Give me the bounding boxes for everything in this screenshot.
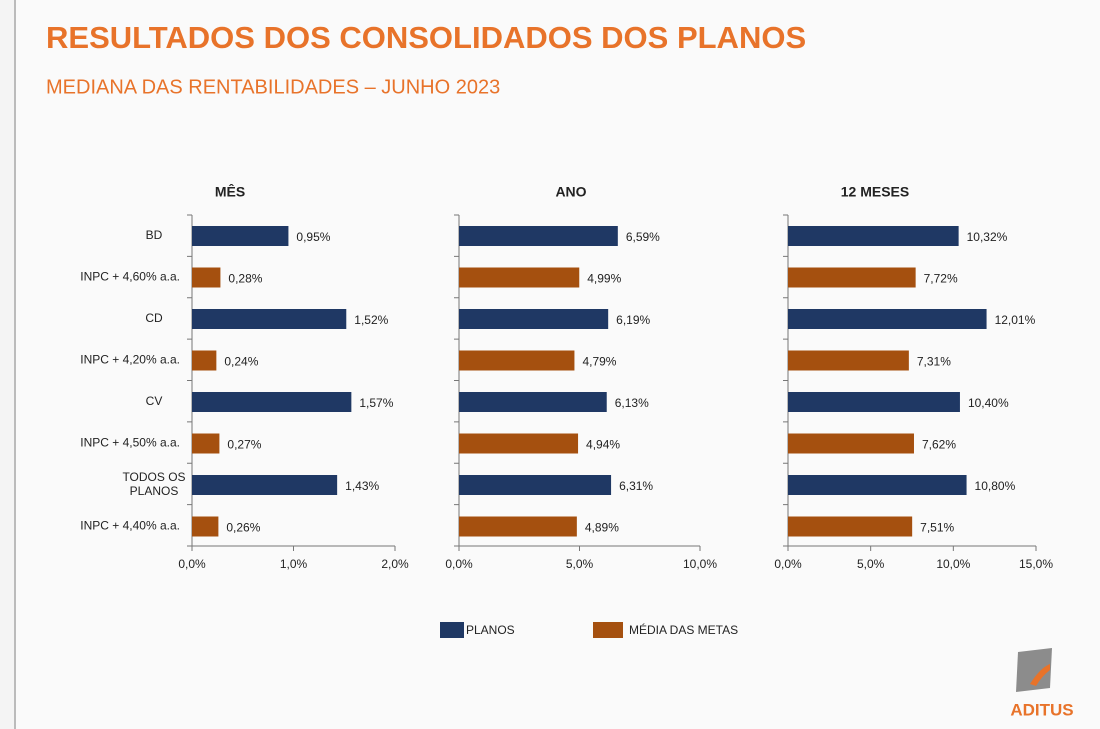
y-tick-label: INPC + 4,60% a.a. — [80, 270, 180, 284]
data-label: 4,89% — [585, 521, 619, 535]
x-tick-label: 10,0% — [936, 557, 970, 571]
data-label: 6,59% — [626, 230, 660, 244]
bar — [192, 433, 220, 454]
bar — [459, 392, 607, 412]
bar — [459, 516, 577, 537]
data-label: 0,26% — [226, 521, 260, 535]
bar — [788, 267, 916, 288]
bar — [788, 350, 909, 371]
bar — [459, 267, 580, 288]
data-label: 0,27% — [227, 438, 261, 452]
data-label: 1,43% — [345, 479, 379, 493]
y-tick-label: INPC + 4,50% a.a. — [80, 436, 180, 450]
legend-label: MÉDIA DAS METAS — [629, 622, 738, 637]
data-label: 12,01% — [995, 313, 1036, 327]
bar — [192, 392, 352, 412]
y-tick-label: BD — [146, 228, 163, 242]
data-label: 4,94% — [586, 438, 620, 452]
panel-title: 12 MESES — [841, 184, 909, 200]
bar — [192, 516, 219, 537]
logo-text: ADITUS — [1010, 700, 1073, 719]
data-label: 1,52% — [354, 313, 388, 327]
logo-swoosh — [1030, 664, 1050, 686]
x-tick-label: 5,0% — [857, 557, 885, 571]
legend-label: PLANOS — [466, 623, 515, 637]
page-title: RESULTADOS DOS CONSOLIDADOS DOS PLANOS — [46, 20, 806, 55]
x-tick-label: 0,0% — [445, 557, 473, 571]
bar — [192, 475, 338, 495]
x-tick-label: 1,0% — [280, 557, 308, 571]
x-tick-label: 10,0% — [683, 557, 717, 571]
data-label: 6,31% — [619, 479, 653, 493]
panel-title: ANO — [555, 184, 586, 200]
bar — [192, 267, 221, 288]
bar — [788, 433, 914, 454]
bar — [788, 392, 960, 412]
bar — [788, 309, 987, 329]
data-label: 6,19% — [616, 313, 650, 327]
data-label: 4,79% — [582, 355, 616, 369]
legend-swatch — [593, 622, 623, 638]
bar — [788, 475, 967, 495]
bar — [788, 516, 913, 537]
page-subtitle: MEDIANA DAS RENTABILIDADES – JUNHO 2023 — [46, 76, 500, 98]
data-label: 7,51% — [920, 521, 954, 535]
x-tick-label: 5,0% — [566, 557, 594, 571]
data-label: 0,28% — [228, 272, 262, 286]
data-label: 0,24% — [224, 355, 258, 369]
data-label: 6,13% — [615, 396, 649, 410]
bar — [459, 433, 579, 454]
logo-mark — [1016, 648, 1052, 692]
data-label: 10,32% — [967, 230, 1008, 244]
data-label: 7,72% — [924, 272, 958, 286]
y-tick-label: CV — [146, 394, 163, 408]
bar — [192, 350, 217, 371]
data-label: 1,57% — [359, 396, 393, 410]
bar — [459, 309, 609, 329]
x-tick-label: 0,0% — [178, 557, 206, 571]
bar — [459, 226, 618, 246]
legend-swatch — [440, 622, 464, 638]
bar — [459, 475, 612, 495]
bar — [192, 226, 289, 246]
data-label: 10,80% — [975, 479, 1016, 493]
data-label: 10,40% — [968, 396, 1009, 410]
y-tick-label: INPC + 4,40% a.a. — [80, 519, 180, 533]
bar — [459, 350, 575, 371]
data-label: 7,31% — [917, 355, 951, 369]
y-tick-label: TODOS OS PLANOS — [122, 470, 185, 498]
panel-title: MÊS — [215, 183, 245, 200]
data-label: 0,95% — [296, 230, 330, 244]
logo: ADITUS — [1010, 648, 1074, 719]
bar — [192, 309, 347, 329]
data-label: 4,99% — [587, 272, 621, 286]
y-tick-label: CD — [145, 311, 163, 325]
x-tick-label: 2,0% — [381, 557, 409, 571]
bar — [788, 226, 959, 246]
x-tick-label: 0,0% — [774, 557, 802, 571]
x-tick-label: 15,0% — [1019, 557, 1053, 571]
data-label: 7,62% — [922, 438, 956, 452]
y-tick-label: INPC + 4,20% a.a. — [80, 353, 180, 367]
